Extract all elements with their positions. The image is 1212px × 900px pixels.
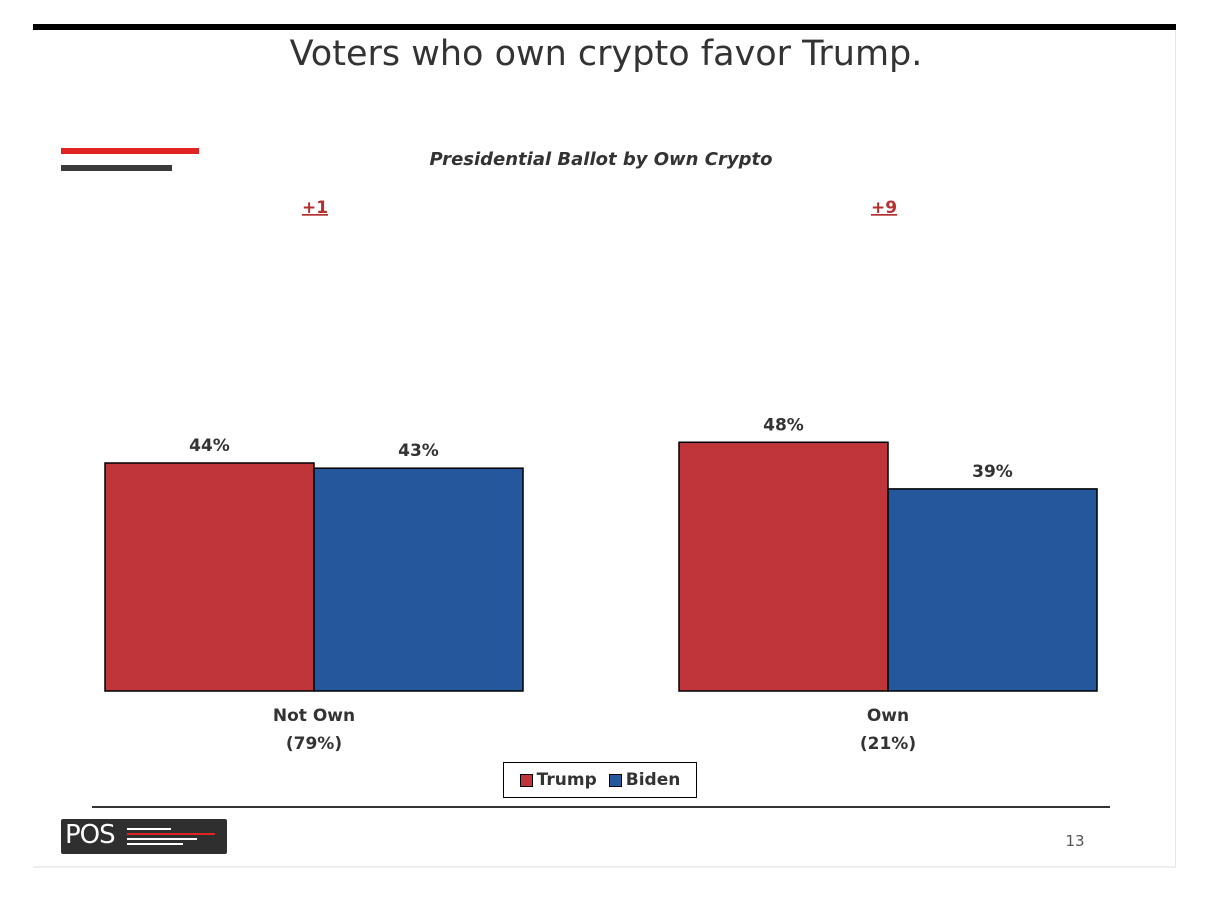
bar-trump-1 — [104, 462, 315, 692]
bar-biden-1 — [313, 467, 524, 692]
page-number: 13 — [1065, 832, 1085, 850]
logo-stripe — [127, 828, 171, 830]
legend-swatch-biden — [608, 773, 622, 787]
chart-title: Presidential Ballot by Own Crypto — [430, 149, 773, 170]
footer-rule — [92, 806, 1110, 808]
pos-logo: POS — [61, 819, 227, 854]
legend-item-trump: Trump — [519, 770, 597, 790]
margin-label: +9 — [871, 198, 897, 218]
category-label: Not Own — [273, 706, 355, 726]
data-label-trump-2: 48% — [763, 415, 804, 435]
bar-trump-2 — [678, 441, 889, 692]
decorative-dark-line — [61, 165, 172, 171]
slide-edge — [1175, 30, 1176, 868]
top-rule — [33, 24, 1176, 30]
legend-item-biden: Biden — [608, 770, 681, 790]
category-share-label: (79%) — [286, 734, 342, 754]
slide-title: Voters who own crypto favor Trump. — [289, 34, 923, 74]
logo-stripe — [127, 843, 183, 845]
bar-biden-2 — [887, 488, 1098, 692]
legend-swatch-trump — [519, 773, 533, 787]
logo-stripe — [127, 833, 215, 835]
legend-label-trump: Trump — [536, 770, 597, 790]
slide-bottom-edge — [33, 866, 1176, 868]
data-label-trump-1: 44% — [189, 436, 230, 456]
margin-label: +1 — [302, 198, 328, 218]
category-label: Own — [867, 706, 909, 726]
legend-label-biden: Biden — [625, 770, 681, 790]
logo-stripe — [127, 838, 197, 840]
chart-legend: Trump Biden — [503, 762, 697, 798]
data-label-biden-1: 43% — [398, 441, 439, 461]
data-label-biden-2: 39% — [972, 462, 1013, 482]
decorative-red-line — [61, 148, 199, 154]
logo-text: POS — [65, 820, 116, 850]
category-share-label: (21%) — [860, 734, 916, 754]
chart-marks: 44% 43% Not Own (79%) +1 48% 39% Own (21%) +9 — [104, 198, 1098, 754]
